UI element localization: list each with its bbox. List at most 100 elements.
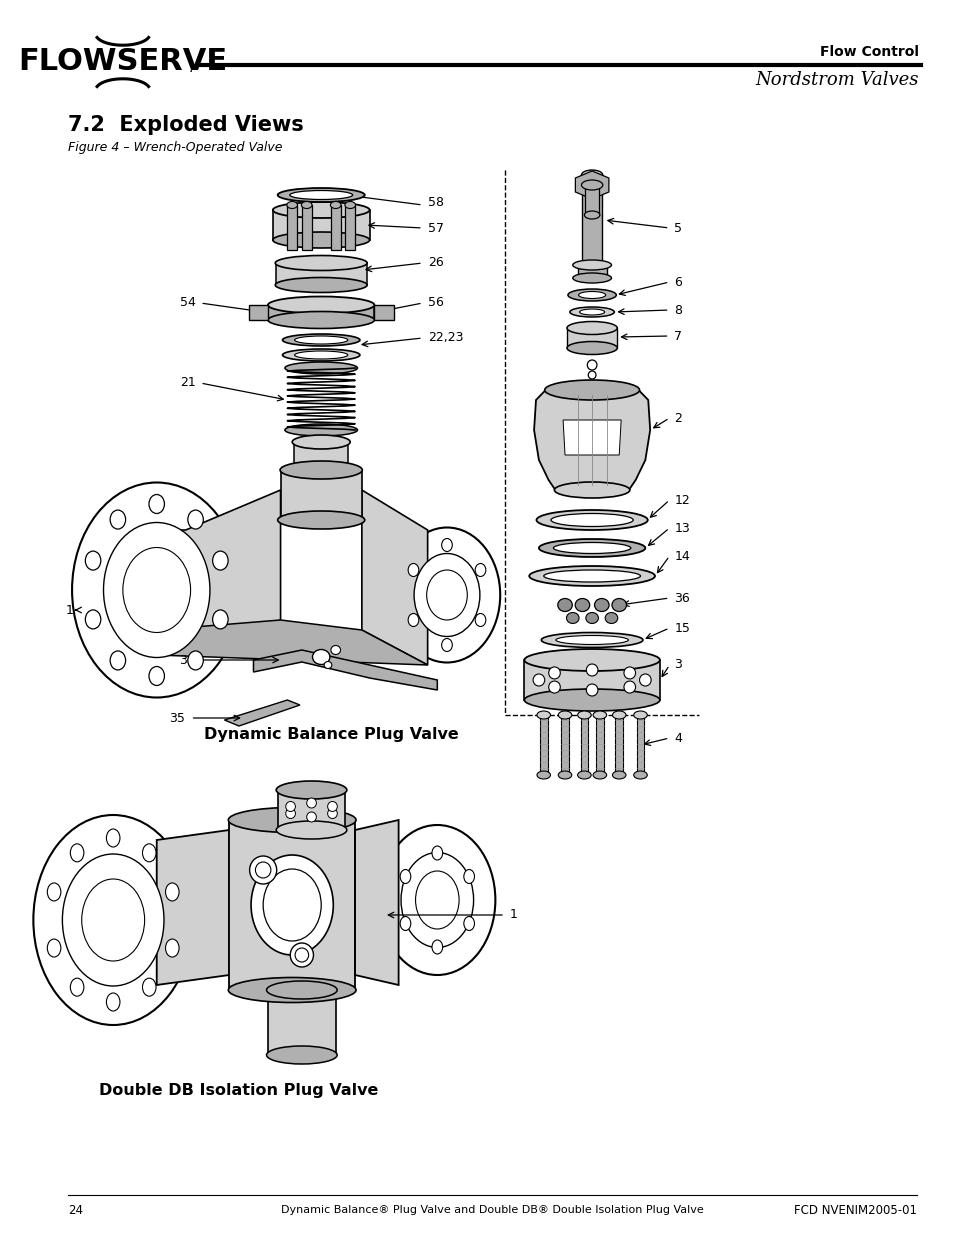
Ellipse shape — [416, 871, 458, 929]
Ellipse shape — [577, 711, 591, 719]
Polygon shape — [156, 830, 229, 986]
Ellipse shape — [286, 809, 295, 819]
Polygon shape — [374, 305, 394, 320]
Ellipse shape — [290, 944, 314, 967]
Polygon shape — [249, 305, 268, 320]
Ellipse shape — [48, 883, 61, 902]
Ellipse shape — [551, 514, 633, 526]
Polygon shape — [355, 820, 398, 986]
Ellipse shape — [463, 916, 474, 930]
Ellipse shape — [142, 978, 156, 997]
Ellipse shape — [524, 650, 659, 671]
Ellipse shape — [548, 680, 559, 693]
Polygon shape — [361, 490, 427, 664]
Bar — [539, 715, 547, 776]
Text: Flow Control: Flow Control — [820, 44, 918, 59]
Bar — [585, 185, 598, 215]
Ellipse shape — [566, 342, 617, 354]
Ellipse shape — [268, 296, 374, 314]
Ellipse shape — [327, 802, 337, 811]
Polygon shape — [268, 990, 335, 1055]
Ellipse shape — [584, 211, 599, 219]
Ellipse shape — [165, 883, 179, 902]
Ellipse shape — [301, 201, 312, 209]
Text: 7: 7 — [674, 330, 681, 342]
Text: 36: 36 — [674, 592, 689, 604]
Text: 57: 57 — [427, 221, 443, 235]
Ellipse shape — [548, 667, 559, 679]
Ellipse shape — [306, 811, 316, 823]
Ellipse shape — [282, 350, 359, 361]
Text: 7.2  Exploded Views: 7.2 Exploded Views — [68, 115, 303, 135]
Polygon shape — [566, 329, 617, 348]
Text: 35: 35 — [169, 711, 185, 725]
Ellipse shape — [586, 684, 598, 697]
Ellipse shape — [414, 553, 479, 636]
Ellipse shape — [593, 771, 606, 779]
Text: FLOWSERVE: FLOWSERVE — [18, 47, 227, 77]
Bar — [331, 205, 340, 249]
Ellipse shape — [572, 273, 611, 283]
Polygon shape — [253, 650, 436, 690]
Text: 1: 1 — [66, 604, 73, 616]
Ellipse shape — [586, 664, 598, 676]
Ellipse shape — [475, 614, 485, 626]
Ellipse shape — [623, 667, 635, 679]
Ellipse shape — [394, 527, 499, 662]
Polygon shape — [229, 820, 355, 990]
Text: 13: 13 — [674, 521, 689, 535]
Polygon shape — [562, 420, 620, 454]
Bar — [345, 205, 355, 249]
Ellipse shape — [107, 829, 120, 847]
Ellipse shape — [285, 424, 357, 436]
Ellipse shape — [536, 510, 647, 530]
Ellipse shape — [142, 844, 156, 862]
Ellipse shape — [540, 632, 642, 647]
Ellipse shape — [611, 599, 626, 611]
Polygon shape — [273, 210, 369, 240]
Ellipse shape — [306, 798, 316, 808]
Ellipse shape — [251, 855, 333, 955]
Text: 3: 3 — [674, 658, 681, 672]
Ellipse shape — [123, 547, 191, 632]
Text: 24: 24 — [68, 1203, 83, 1216]
Text: ·: · — [189, 65, 193, 79]
Text: FCD NVENIM2005-01: FCD NVENIM2005-01 — [794, 1203, 916, 1216]
Ellipse shape — [213, 551, 228, 571]
Ellipse shape — [408, 614, 418, 626]
Ellipse shape — [228, 808, 355, 832]
Ellipse shape — [544, 380, 639, 400]
Text: 6: 6 — [674, 275, 681, 289]
Ellipse shape — [554, 482, 629, 498]
Ellipse shape — [558, 771, 571, 779]
Text: 22,23: 22,23 — [427, 331, 462, 345]
Ellipse shape — [33, 815, 193, 1025]
Text: 4: 4 — [674, 731, 681, 745]
Ellipse shape — [72, 483, 241, 698]
Ellipse shape — [543, 571, 639, 582]
Text: 56: 56 — [427, 296, 443, 310]
Ellipse shape — [569, 308, 614, 317]
Ellipse shape — [71, 844, 84, 862]
Ellipse shape — [408, 563, 418, 577]
Ellipse shape — [432, 940, 442, 953]
Ellipse shape — [575, 599, 589, 611]
Ellipse shape — [110, 510, 126, 529]
Ellipse shape — [294, 948, 309, 962]
Bar — [596, 715, 603, 776]
Polygon shape — [524, 659, 659, 700]
Text: 15: 15 — [674, 621, 690, 635]
Polygon shape — [275, 263, 366, 285]
Ellipse shape — [110, 651, 126, 669]
Polygon shape — [156, 490, 280, 655]
Ellipse shape — [280, 461, 362, 479]
Ellipse shape — [268, 311, 374, 329]
Ellipse shape — [399, 869, 411, 883]
Text: 2: 2 — [674, 411, 681, 425]
Ellipse shape — [165, 939, 179, 957]
Ellipse shape — [331, 646, 340, 655]
Ellipse shape — [537, 771, 550, 779]
Polygon shape — [294, 442, 348, 471]
Text: 5: 5 — [674, 221, 681, 235]
Text: Nordstrom Valves: Nordstrom Valves — [755, 70, 918, 89]
